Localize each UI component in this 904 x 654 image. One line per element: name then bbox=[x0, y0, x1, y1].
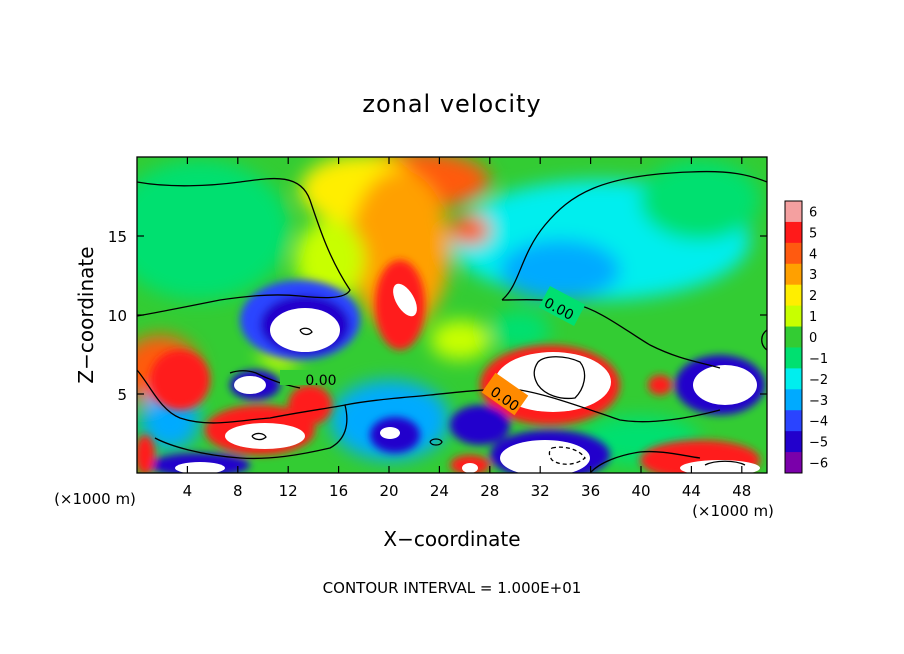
colorbar-label: −2 bbox=[809, 373, 828, 388]
y-axis-label: Z−coordinate bbox=[74, 246, 98, 383]
colorbar-label: −5 bbox=[809, 436, 828, 451]
colorbar-label: −4 bbox=[809, 415, 828, 430]
contour-zero-line bbox=[501, 170, 767, 301]
colorbar-swatch bbox=[785, 410, 802, 432]
colorbar-swatch bbox=[785, 452, 802, 474]
x-axis-label: X−coordinate bbox=[383, 527, 520, 551]
colorbar-swatch bbox=[785, 347, 802, 369]
x-tick-label: 16 bbox=[329, 482, 348, 500]
colorbar-label: −6 bbox=[809, 457, 828, 472]
x-tick-label: 20 bbox=[379, 482, 398, 500]
plot-area: 0.000.000.00 bbox=[137, 157, 767, 473]
field-saturated bbox=[175, 283, 760, 473]
field-core bbox=[640, 440, 760, 473]
contour-line bbox=[299, 327, 313, 336]
x-tick-label: 40 bbox=[631, 482, 650, 500]
contour-zero-line bbox=[589, 450, 701, 473]
contour-label-bg bbox=[481, 372, 529, 416]
colorbar-swatch bbox=[785, 242, 802, 265]
x-axis: 4 8 12 16 20 24 28 32 36 40 44 48 bbox=[183, 157, 751, 500]
contour-label: 0.00 bbox=[305, 373, 336, 389]
x-tick-label: 36 bbox=[581, 482, 600, 500]
contour-zero-line bbox=[761, 329, 767, 351]
colorbar-swatch bbox=[785, 389, 802, 411]
field-blob bbox=[500, 240, 620, 300]
x-tick-label: 12 bbox=[279, 482, 298, 500]
colorbar-label: 2 bbox=[809, 289, 817, 304]
contour-line-negative bbox=[548, 446, 586, 465]
y-tick-label: 15 bbox=[108, 228, 127, 246]
contour-line bbox=[704, 460, 746, 466]
colorbar-swatch bbox=[785, 284, 802, 307]
x-unit-left: (×1000 m) bbox=[54, 490, 136, 508]
field-blob bbox=[430, 320, 490, 360]
x-tick-label: 44 bbox=[682, 482, 701, 500]
field-blob bbox=[350, 170, 450, 330]
y-tick-label: 5 bbox=[117, 386, 127, 404]
x-tick-label: 8 bbox=[233, 482, 243, 500]
field-saturated-patch bbox=[393, 283, 417, 317]
field-saturated-patch bbox=[234, 376, 266, 394]
field-core bbox=[288, 385, 332, 425]
colorbar-swatch bbox=[785, 263, 802, 286]
field-blobs bbox=[137, 157, 760, 465]
x-tick-label: 28 bbox=[480, 482, 499, 500]
colorbar-label: 4 bbox=[809, 247, 817, 262]
colorbar-label: 5 bbox=[809, 226, 817, 241]
x-tick-label: 24 bbox=[430, 482, 449, 500]
colorbar-label: 0 bbox=[809, 331, 817, 346]
contour-zero-line bbox=[501, 299, 721, 369]
contour-label-bg bbox=[280, 370, 322, 385]
colorbar-label: 6 bbox=[809, 205, 817, 220]
field-saturated-patch bbox=[270, 308, 340, 352]
y-axis: 5 10 15 bbox=[108, 228, 767, 404]
colorbar-swatch bbox=[785, 201, 802, 223]
colorbar-label: 1 bbox=[809, 310, 817, 325]
field-blob bbox=[490, 310, 550, 350]
field-core bbox=[137, 435, 155, 473]
field-blob bbox=[295, 220, 365, 300]
colorbar-swatch bbox=[785, 305, 802, 328]
colorbar-swatch bbox=[785, 221, 802, 244]
field-saturated-patch bbox=[175, 462, 225, 473]
x-tick-label: 4 bbox=[183, 482, 193, 500]
colorbar-label: −3 bbox=[809, 394, 828, 409]
colorbar-swatch bbox=[785, 326, 802, 348]
field-core bbox=[450, 405, 510, 445]
field-core bbox=[648, 375, 672, 395]
field-saturated-patch bbox=[380, 427, 400, 439]
chart-title: zonal velocity bbox=[362, 90, 541, 118]
y-tick-label: 10 bbox=[108, 307, 127, 325]
x-tick-label: 48 bbox=[732, 482, 751, 500]
field-saturated-patch bbox=[500, 440, 590, 473]
contour-line bbox=[533, 356, 586, 400]
field-core bbox=[240, 310, 260, 330]
colorbar-label: 3 bbox=[809, 268, 817, 283]
colorbar-swatch bbox=[785, 368, 802, 390]
colorbar: 6 5 4 3 2 1 0 −1 −2 −3 −4 −5 −6 bbox=[784, 200, 828, 474]
contour-label-bg bbox=[538, 286, 586, 326]
field-saturated-patch bbox=[462, 463, 478, 473]
field-saturated-patch bbox=[693, 365, 757, 405]
footer-note: CONTOUR INTERVAL = 1.000E+01 bbox=[323, 579, 582, 597]
colorbar-label: −1 bbox=[809, 352, 828, 367]
colorbar-swatch bbox=[785, 431, 802, 453]
field-blob bbox=[640, 160, 760, 240]
field-blob bbox=[450, 215, 490, 245]
x-tick-label: 32 bbox=[531, 482, 550, 500]
field-core bbox=[150, 350, 210, 410]
contour-zero-line bbox=[429, 438, 443, 446]
field-blob bbox=[137, 160, 290, 300]
contour-zero-line bbox=[137, 177, 351, 317]
colorbar-frame bbox=[784, 200, 803, 474]
x-unit-right: (×1000 m) bbox=[692, 502, 774, 520]
contour-line bbox=[251, 432, 267, 441]
